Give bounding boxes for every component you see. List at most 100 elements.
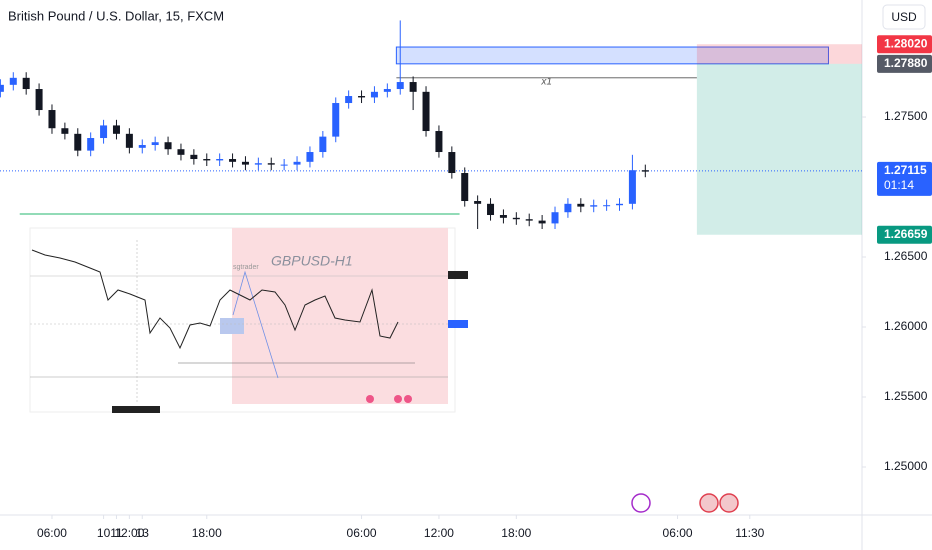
candle-body — [474, 201, 482, 204]
inset-image: GBPUSD-H1 sgtrader — [29, 227, 468, 413]
candle-body — [190, 154, 198, 160]
x-tick-label: 12:00 — [424, 526, 454, 540]
candle-body — [564, 203, 572, 213]
candle-body — [628, 170, 636, 204]
candle-body — [512, 217, 520, 220]
order-block-zone — [395, 46, 829, 65]
candle-body — [422, 91, 430, 132]
candle-body — [319, 136, 327, 153]
x-tick-label: 06:00 — [37, 526, 67, 540]
inset-tag — [448, 320, 468, 328]
inset-title: GBPUSD-H1 — [271, 253, 353, 269]
marker-label: x1 — [540, 76, 552, 87]
price-tag — [877, 54, 932, 73]
candle-body — [525, 219, 533, 221]
candle-body — [151, 142, 159, 146]
candle-body — [138, 145, 146, 148]
candle-body — [499, 215, 507, 218]
y-tick-label: 1.26000 — [884, 319, 928, 333]
candle-body — [590, 205, 598, 207]
candle-body — [370, 91, 378, 98]
price-tag — [877, 225, 932, 244]
candle-body — [216, 159, 224, 161]
price-tag-label: 1.27880 — [884, 56, 928, 70]
candle-body — [332, 103, 340, 137]
inset-price — [31, 249, 399, 350]
price-tag-label: 1.27115 — [884, 163, 927, 177]
candle-body — [100, 125, 108, 139]
y-tick-label: 1.27500 — [884, 109, 928, 123]
candle-body — [603, 205, 611, 207]
candle-body — [409, 82, 417, 92]
candle-body — [112, 125, 120, 134]
target-zone — [696, 63, 862, 235]
candle-body — [35, 89, 43, 111]
candle-body — [551, 212, 559, 224]
candle-body — [293, 161, 301, 165]
candle-body — [0, 84, 4, 92]
candle-body — [396, 82, 404, 90]
candle-body — [487, 203, 495, 216]
inset-event — [366, 395, 374, 403]
inset-box — [220, 318, 244, 334]
candle-body — [203, 159, 211, 161]
y-tick-label: 1.26500 — [884, 249, 928, 263]
currency: USD — [891, 10, 917, 24]
candle-body — [345, 96, 353, 104]
y-tick-label: 1.25000 — [884, 459, 928, 473]
y-tick-label: 1.25500 — [884, 389, 928, 403]
inset-tag — [448, 271, 468, 279]
event-icon[interactable] — [699, 493, 719, 513]
candle-body — [358, 96, 366, 98]
price-tag-label: 1.26659 — [884, 227, 928, 241]
candle-body — [22, 77, 30, 90]
inset-author: sgtrader — [233, 264, 259, 271]
inset-event — [394, 395, 402, 403]
candle-body — [461, 173, 469, 202]
price-tag-label: 1.28020 — [884, 36, 928, 50]
candle-body — [177, 149, 185, 155]
event-icon[interactable] — [631, 493, 651, 513]
candle-body — [164, 142, 172, 150]
candle-body — [306, 152, 314, 162]
candle-body — [383, 89, 391, 92]
stop-zone — [696, 44, 862, 64]
x-tick-label: 18:00 — [501, 526, 531, 540]
candle-body — [538, 220, 546, 224]
candle-body — [435, 131, 443, 153]
event-icon[interactable] — [719, 493, 739, 513]
candle-body — [280, 164, 288, 166]
x-tick-label: 06:00 — [347, 526, 377, 540]
candle-body — [448, 152, 456, 174]
candle-body — [229, 159, 237, 162]
candle-body — [74, 133, 82, 151]
candle-body — [241, 161, 249, 165]
x-tick-label: 10 — [97, 526, 111, 540]
candle-body — [48, 110, 56, 129]
inset-zone — [232, 228, 448, 404]
x-tick-label: 13 — [136, 526, 150, 540]
candle-body — [125, 133, 133, 148]
x-tick-label: 12:00 — [114, 526, 144, 540]
inset-arrow — [232, 270, 279, 379]
candle-body — [616, 203, 624, 206]
candle-body — [267, 163, 275, 165]
inset-event — [404, 395, 412, 403]
x-tick-label: 11:30 — [735, 526, 764, 540]
currency-box[interactable] — [882, 4, 926, 30]
candle-body — [641, 170, 649, 172]
candle-body — [577, 203, 585, 207]
price-tag — [877, 35, 932, 54]
x-tick-label: 11 — [110, 526, 123, 540]
countdown: 01:14 — [884, 178, 914, 192]
inset-tag — [112, 406, 160, 413]
candle-body — [87, 138, 95, 151]
price-tag — [877, 161, 932, 196]
chart-title: British Pound / U.S. Dollar, 15, FXCM — [8, 8, 224, 23]
x-tick-label: 18:00 — [192, 526, 222, 540]
candle-body — [61, 128, 69, 134]
x-tick-label: 06:00 — [663, 526, 693, 540]
candle-body — [254, 163, 262, 165]
candle-body — [9, 77, 17, 85]
